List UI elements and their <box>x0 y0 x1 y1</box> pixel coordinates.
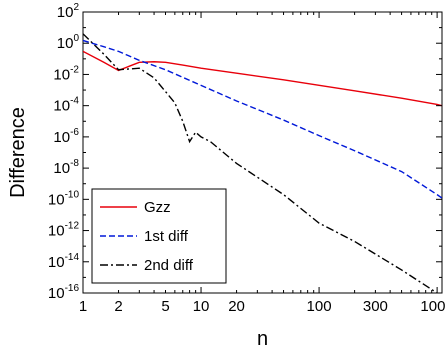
y-tick-base: 10 <box>48 191 65 208</box>
legend-label: 1st diff <box>144 228 189 245</box>
legend: Gzz 1st diff 2nd diff <box>91 188 227 284</box>
y-tick-label: 10-12 <box>48 221 80 240</box>
y-tick-exponent: -12 <box>65 221 80 232</box>
y-tick-label: 10-8 <box>53 158 79 177</box>
x-axis-label: n <box>257 328 268 350</box>
x-tick-label: 1000 <box>420 298 446 315</box>
y-tick-label: 10-10 <box>48 189 80 208</box>
y-tick-base: 10 <box>57 4 74 21</box>
x-tick-label: 300 <box>363 298 388 315</box>
y-tick-label: 10-2 <box>53 64 79 83</box>
y-tick-exponent: -14 <box>65 252 80 263</box>
y-tick-base: 10 <box>48 285 65 302</box>
series-line-gzz <box>83 50 442 107</box>
x-tick-label: 20 <box>228 298 245 315</box>
x-tick-label: 100 <box>307 298 332 315</box>
x-tick-label: 5 <box>161 298 169 315</box>
y-tick-base: 10 <box>53 98 70 115</box>
y-tick-exponent: -6 <box>70 127 79 138</box>
y-tick-base: 10 <box>48 254 65 271</box>
y-tick-label: 10-6 <box>53 127 79 146</box>
y-tick-exponent: -2 <box>70 64 79 75</box>
y-tick-base: 10 <box>53 160 70 177</box>
y-tick-label: 102 <box>57 2 80 21</box>
y-tick-label: 10-4 <box>53 96 79 115</box>
y-tick-exponent: 0 <box>73 33 79 44</box>
y-tick-base: 10 <box>57 35 74 52</box>
series-line-2nd-diff <box>83 33 439 293</box>
y-tick-exponent: -16 <box>65 283 80 294</box>
legend-label: 2nd diff <box>144 257 194 274</box>
y-tick-exponent: -4 <box>70 96 79 107</box>
legend-label: Gzz <box>144 199 171 216</box>
x-tick-label: 10 <box>193 298 210 315</box>
y-axis: 10210010-210-410-610-810-1010-1210-1410-… <box>48 2 442 302</box>
y-tick-exponent: -8 <box>70 158 79 169</box>
y-axis-label: Difference <box>7 107 29 198</box>
y-tick-exponent: -10 <box>65 189 80 200</box>
y-tick-base: 10 <box>53 66 70 83</box>
y-tick-label: 10-14 <box>48 252 80 271</box>
y-tick-base: 10 <box>53 129 70 146</box>
x-axis: 1 2 5 10 20 100 300 1000 <box>79 12 446 315</box>
x-tick-label: 2 <box>114 298 122 315</box>
y-tick-exponent: 2 <box>73 2 79 13</box>
y-tick-label: 10-16 <box>48 283 80 302</box>
y-tick-base: 10 <box>48 223 65 240</box>
x-tick-label: 1 <box>79 298 87 315</box>
series-layer <box>83 33 442 293</box>
y-tick-label: 100 <box>57 33 80 52</box>
series-line-1st-diff <box>83 39 442 199</box>
